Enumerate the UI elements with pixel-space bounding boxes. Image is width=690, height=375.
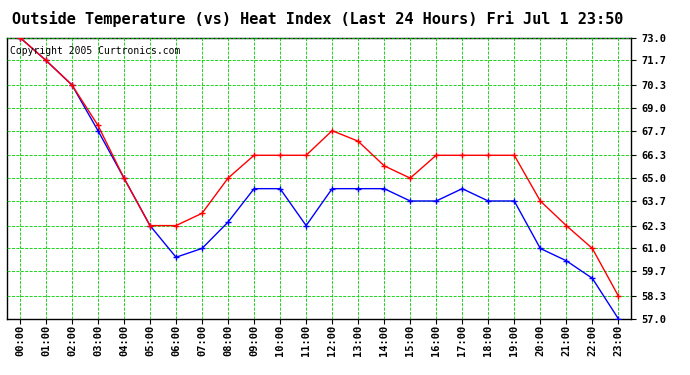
Text: Outside Temperature (vs) Heat Index (Last 24 Hours) Fri Jul 1 23:50: Outside Temperature (vs) Heat Index (Las…: [12, 11, 623, 27]
Text: Copyright 2005 Curtronics.com: Copyright 2005 Curtronics.com: [10, 46, 180, 56]
